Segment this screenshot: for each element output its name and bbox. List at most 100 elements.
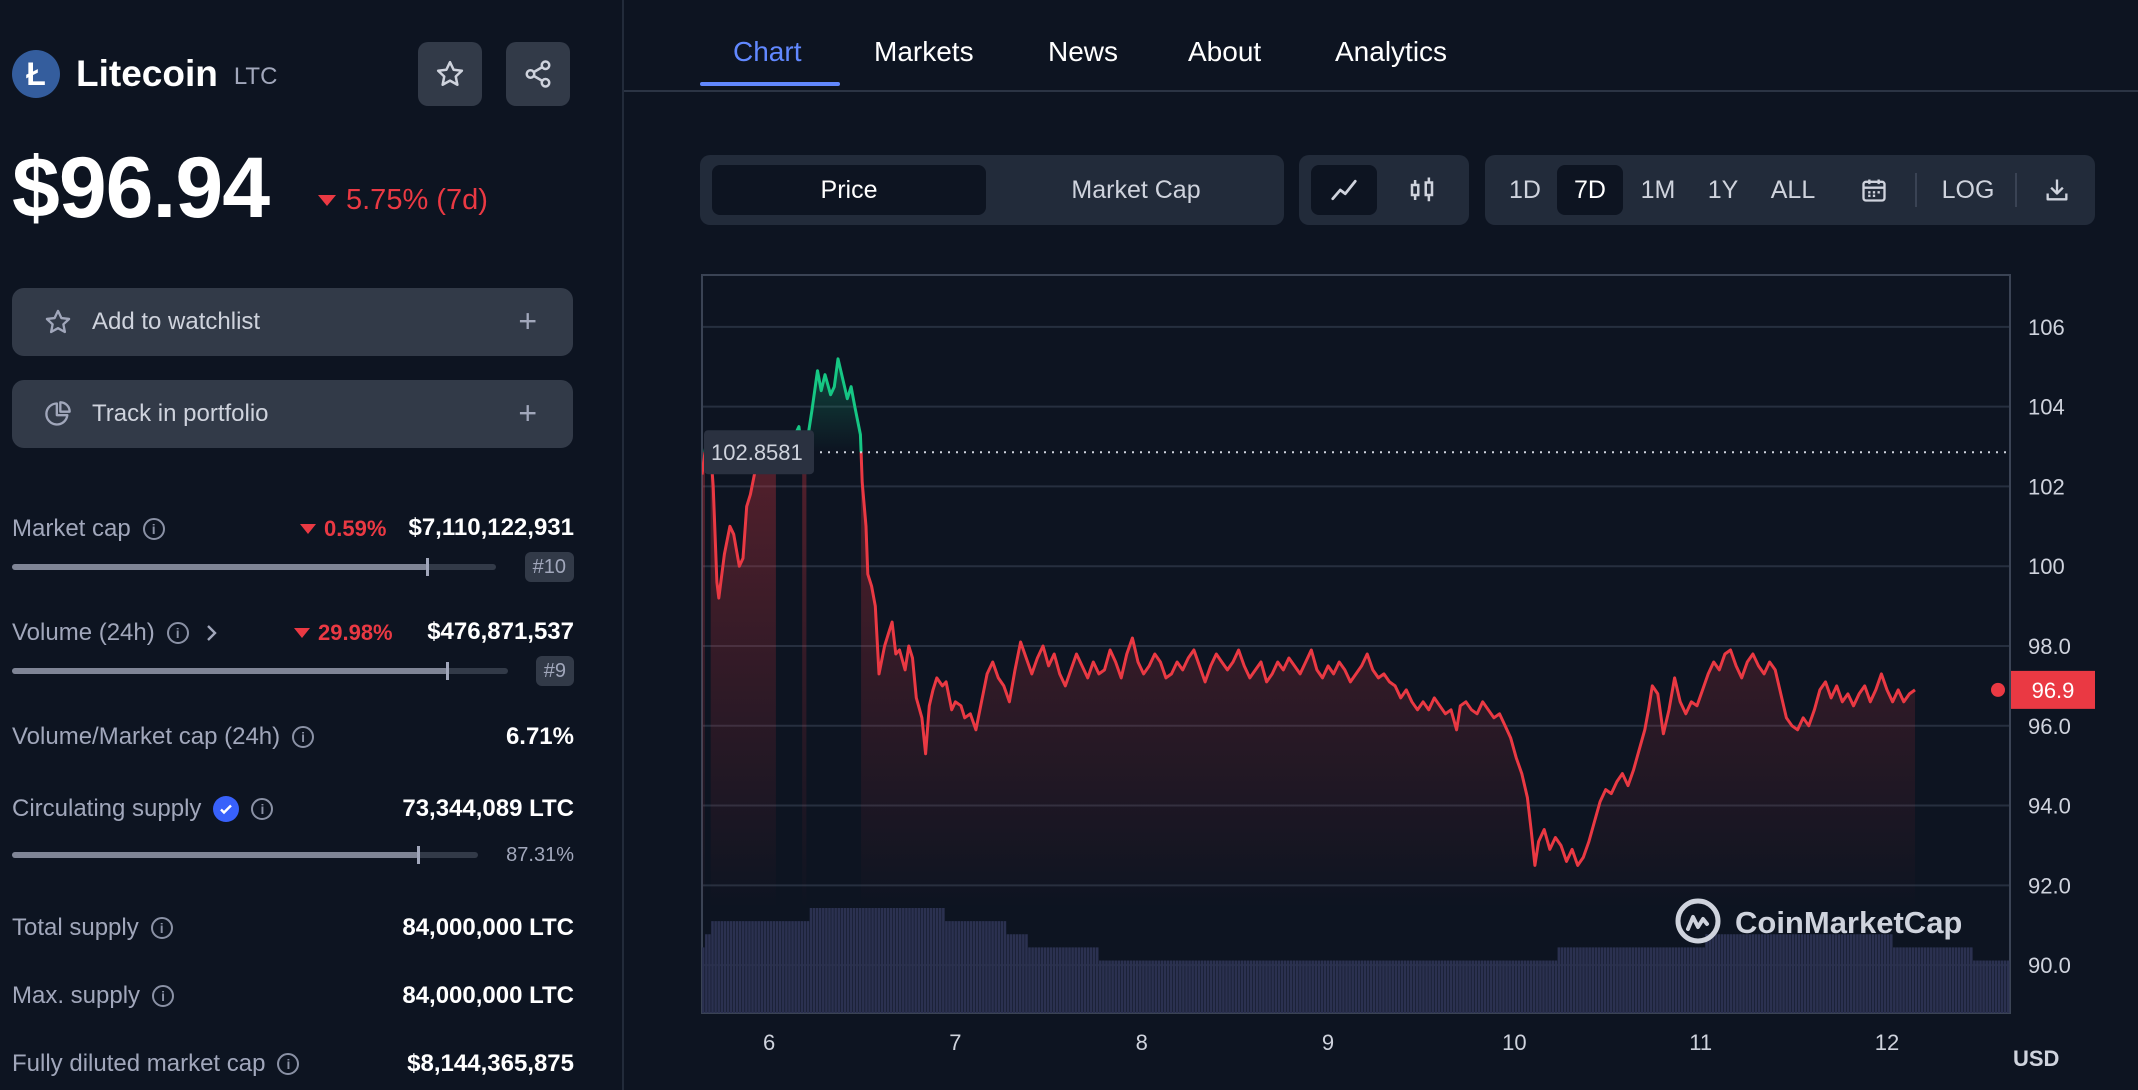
volume-bar <box>1043 947 1047 1013</box>
date-range-button[interactable] <box>1849 165 1899 215</box>
add-to-watchlist-button[interactable]: Add to watchlist + <box>12 288 573 356</box>
tab-chart[interactable]: Chart <box>733 36 802 67</box>
volume-bar <box>982 921 985 1013</box>
volume-bar <box>1982 960 1985 1013</box>
volume-bar <box>840 908 844 1013</box>
volume-bar <box>1425 960 1428 1013</box>
market-cap-rank-fill <box>12 564 429 570</box>
volume-bar <box>846 908 850 1013</box>
volume-bar <box>735 921 739 1013</box>
log-scale-button[interactable]: LOG <box>1941 175 1995 204</box>
volume-bar <box>1108 960 1111 1013</box>
volume-bar <box>1289 960 1293 1013</box>
info-icon[interactable]: i <box>166 622 189 644</box>
timeframe-1d[interactable]: 1D <box>1509 175 1541 204</box>
volume-bar <box>1308 960 1311 1013</box>
volume-bar <box>1295 960 1299 1013</box>
timeframe-1y[interactable]: 1Y <box>1707 175 1739 204</box>
volume-bar <box>1443 960 1447 1013</box>
tab-markets[interactable]: Markets <box>874 36 974 67</box>
volume-bar <box>855 908 859 1013</box>
volume-bar <box>1720 934 1724 1013</box>
volume-rank-marker <box>446 662 450 680</box>
timeframe-7d[interactable]: 7D <box>1557 165 1623 215</box>
volume-bar <box>1151 960 1154 1013</box>
x-tick-label: 9 <box>1322 1030 1334 1055</box>
volume-bar <box>1920 947 1924 1013</box>
volume-bar <box>1505 960 1508 1013</box>
coin-header: Ł Litecoin LTC <box>12 50 277 98</box>
volume-bar <box>1068 947 1071 1013</box>
volume-bar <box>877 908 881 1013</box>
info-icon[interactable]: i <box>150 917 173 939</box>
price-mode-button[interactable]: Price <box>712 165 986 215</box>
share-button[interactable] <box>506 42 570 106</box>
volume-bar <box>929 908 933 1013</box>
volume-bar <box>1745 934 1748 1013</box>
y-tick-label: 94.0 <box>2028 794 2071 819</box>
chevron-right-icon[interactable] <box>205 623 219 643</box>
total-supply-label: Total supply i <box>12 914 173 942</box>
line-chart-button[interactable] <box>1311 165 1377 215</box>
volume-bar <box>1631 947 1635 1013</box>
volume-bar <box>797 921 800 1013</box>
volume-bar <box>1733 934 1736 1013</box>
volume-bar <box>1948 947 1952 1013</box>
tab-about[interactable]: About <box>1188 36 1262 67</box>
volume-bar <box>1849 934 1853 1013</box>
market-cap-change: 0.59% <box>300 516 386 542</box>
volume-bar <box>822 908 825 1013</box>
volume-bar <box>1203 960 1207 1013</box>
reference-label-box <box>704 430 814 475</box>
x-axis: 6 7 8 9 10 11 12 USD <box>763 1030 2060 1071</box>
candlestick-button[interactable] <box>1389 165 1455 215</box>
volume-rank-fill <box>12 668 449 674</box>
volume-bar <box>1065 947 1068 1013</box>
volume-bar <box>1597 947 1601 1013</box>
volume-bar <box>1576 947 1579 1013</box>
info-icon[interactable]: i <box>292 726 315 748</box>
volume-bar <box>1012 934 1016 1013</box>
volume-bar <box>1339 960 1342 1013</box>
coin-symbol: LTC <box>233 63 278 90</box>
volume-bar <box>778 921 782 1013</box>
volume-bar <box>1843 934 1847 1013</box>
volume-bar <box>1976 960 1979 1013</box>
favorite-button[interactable] <box>418 42 482 106</box>
volume-bar <box>1659 947 1662 1013</box>
market-cap-mode-button[interactable]: Market Cap <box>1071 175 1201 204</box>
y-tick-label: 104 <box>2028 395 2065 420</box>
volume-bar <box>828 908 831 1013</box>
volume-bar <box>1031 947 1034 1013</box>
volume-bar <box>1486 960 1490 1013</box>
logo-letter: Ł <box>26 55 46 92</box>
volume-bar <box>1766 934 1770 1013</box>
timeframe-all[interactable]: ALL <box>1770 175 1816 204</box>
track-in-portfolio-button[interactable]: Track in portfolio + <box>12 380 573 448</box>
volume-bar <box>708 934 711 1013</box>
volume-bar <box>1412 960 1416 1013</box>
volume-bar <box>1689 947 1693 1013</box>
volume-bar <box>920 908 924 1013</box>
volume-bar <box>1237 960 1241 1013</box>
timeframe-1m[interactable]: 1M <box>1640 175 1676 204</box>
volume-bar <box>1563 947 1567 1013</box>
volume-bar <box>1831 934 1835 1013</box>
info-icon[interactable]: i <box>142 518 165 540</box>
volume-bar <box>1705 934 1708 1013</box>
volume-bar <box>948 921 951 1013</box>
max-supply-value: 84,000,000 LTC <box>402 982 574 1009</box>
y-tick-label: 100 <box>2028 554 2065 579</box>
info-icon[interactable]: i <box>251 798 274 820</box>
tab-news[interactable]: News <box>1048 36 1119 67</box>
volume-bar <box>889 908 893 1013</box>
volume-bar <box>1856 934 1859 1013</box>
info-icon[interactable]: i <box>277 1053 300 1075</box>
info-icon[interactable]: i <box>152 985 175 1007</box>
tab-analytics[interactable]: Analytics <box>1335 36 1448 67</box>
volume-bar <box>809 908 813 1013</box>
volume-bar <box>1483 960 1487 1013</box>
volume-bar <box>1283 960 1287 1013</box>
download-button[interactable] <box>2029 165 2085 215</box>
